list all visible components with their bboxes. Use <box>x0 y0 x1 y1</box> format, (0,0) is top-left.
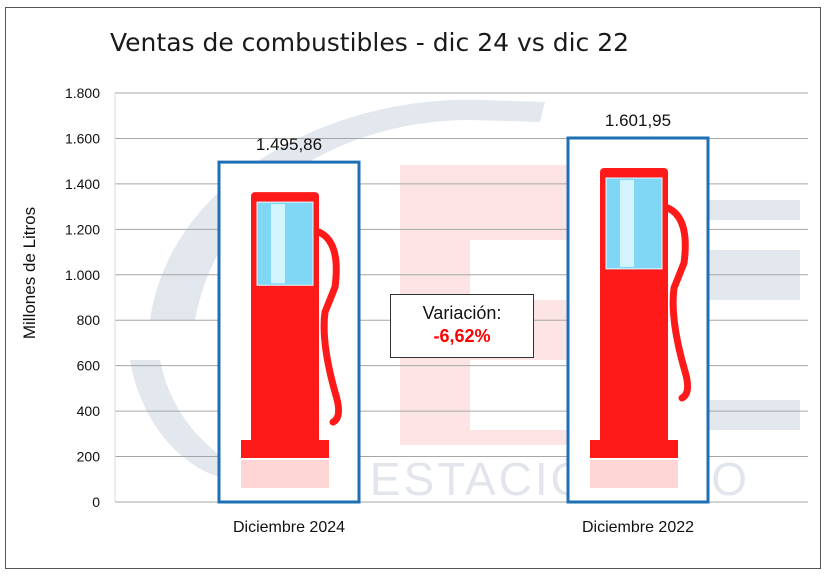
fuel-pump-icon <box>590 168 691 488</box>
x-tick-label: Diciembre 2024 <box>233 519 345 536</box>
y-tick-label: 1.800 <box>65 85 100 101</box>
data-label: 1.495,86 <box>256 135 322 154</box>
chart-title: Ventas de combustibles - dic 24 vs dic 2… <box>110 28 630 57</box>
y-tick-label: 1.000 <box>65 267 100 283</box>
y-tick-label: 400 <box>77 403 101 419</box>
y-tick-label: 0 <box>92 494 100 510</box>
y-tick-label: 200 <box>77 449 101 465</box>
y-tick-label: 1.400 <box>65 176 100 192</box>
bar <box>217 160 361 504</box>
bar <box>566 136 710 504</box>
x-tick-label: Diciembre 2022 <box>582 519 694 536</box>
y-tick-label: 1.200 <box>65 221 100 237</box>
variation-value: -6,62% <box>433 326 491 346</box>
fuel-pump-icon <box>241 192 342 488</box>
variation-annotation: Variación: -6,62% <box>390 294 534 358</box>
y-tick-label: 600 <box>77 358 101 374</box>
y-tick-label: 800 <box>77 312 101 328</box>
variation-label: Variación: <box>422 303 502 323</box>
data-label: 1.601,95 <box>605 111 671 130</box>
y-tick-label: 1.600 <box>65 130 100 146</box>
